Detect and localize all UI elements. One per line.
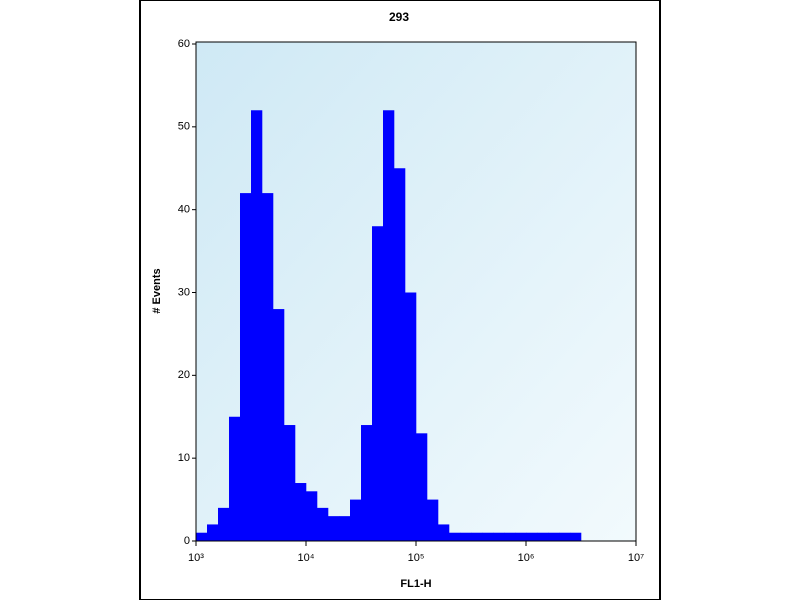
bar bbox=[250, 110, 263, 542]
y-tick-label: 60 bbox=[178, 38, 190, 50]
y-tick-label: 50 bbox=[178, 121, 190, 133]
bar bbox=[273, 309, 285, 541]
bar bbox=[218, 507, 230, 541]
bar bbox=[228, 416, 241, 541]
x-tick-label: 10³ bbox=[188, 552, 204, 564]
y-axis-label: # Events bbox=[151, 268, 163, 313]
x-tick-label: 10⁶ bbox=[518, 552, 535, 564]
bar bbox=[361, 425, 373, 541]
bar bbox=[207, 524, 219, 541]
y-tick-label: 30 bbox=[178, 286, 190, 298]
bar bbox=[196, 532, 208, 541]
x-axis-label: FL1-H bbox=[400, 578, 431, 590]
bar bbox=[294, 483, 307, 541]
chart-title: 293 bbox=[389, 10, 409, 24]
bar bbox=[261, 193, 274, 541]
bar bbox=[526, 532, 538, 541]
bar bbox=[448, 532, 461, 541]
y-tick-label: 20 bbox=[178, 369, 190, 381]
bar bbox=[339, 516, 351, 541]
bar bbox=[548, 532, 560, 541]
bar bbox=[240, 193, 252, 541]
bar bbox=[537, 532, 549, 541]
bar bbox=[471, 532, 483, 541]
bar bbox=[316, 507, 329, 541]
y-tick-label: 0 bbox=[184, 535, 190, 547]
y-tick-label: 40 bbox=[178, 204, 190, 216]
y-tick-label: 10 bbox=[178, 452, 190, 464]
bar bbox=[559, 532, 571, 541]
bar bbox=[306, 491, 318, 541]
x-tick-label: 10⁴ bbox=[298, 552, 315, 564]
bar bbox=[405, 292, 417, 541]
bar bbox=[427, 499, 439, 541]
bar bbox=[328, 516, 340, 541]
bar bbox=[350, 499, 362, 541]
bar bbox=[383, 110, 395, 542]
bar bbox=[394, 168, 406, 541]
bar bbox=[416, 433, 428, 541]
bar bbox=[570, 532, 582, 541]
x-tick-label: 10⁷ bbox=[628, 552, 644, 564]
bar bbox=[437, 524, 450, 541]
bar bbox=[372, 226, 384, 541]
bar bbox=[460, 532, 472, 541]
bar bbox=[515, 532, 527, 541]
bar bbox=[503, 532, 516, 541]
x-tick-label: 10⁵ bbox=[408, 552, 425, 564]
bar bbox=[492, 532, 505, 541]
bar bbox=[284, 425, 296, 541]
bar bbox=[481, 532, 494, 541]
